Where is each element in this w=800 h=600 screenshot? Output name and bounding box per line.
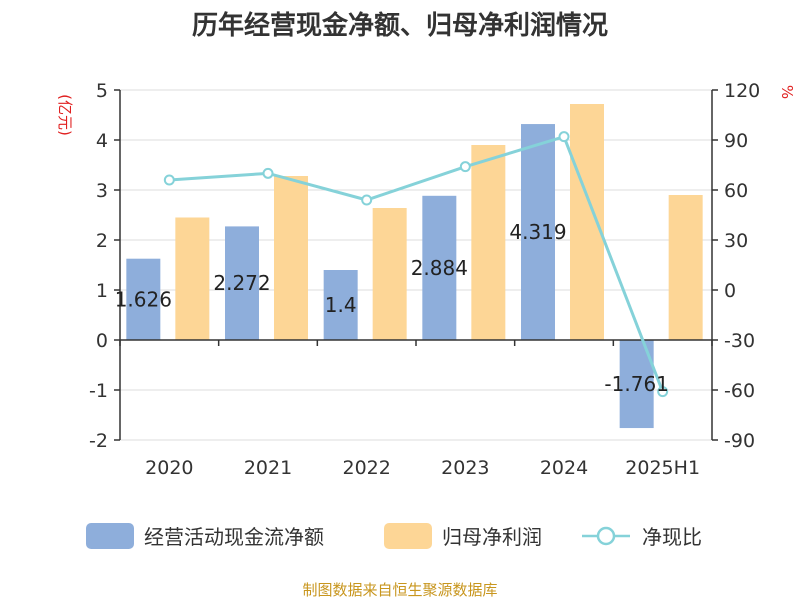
right-tick-label: 30 xyxy=(724,230,748,252)
right-tick-label: -30 xyxy=(724,330,755,352)
ratio-point xyxy=(459,161,471,173)
legend-label-profit: 归母净利润 xyxy=(442,525,542,549)
right-tick-label: 120 xyxy=(724,80,760,102)
legend: 经营活动现金流净额 归母净利润 净现比 xyxy=(86,523,702,549)
left-tick-label: 3 xyxy=(96,180,108,202)
left-axis-ticks: 5 4 3 2 1 0 -1 -2 xyxy=(89,80,120,452)
ratio-line-series xyxy=(163,131,669,398)
ratio-point xyxy=(163,174,175,186)
bar-profit xyxy=(372,208,407,340)
ratio-point xyxy=(657,386,669,398)
left-tick-label: 5 xyxy=(96,80,108,102)
x-tick-label: 2022 xyxy=(342,457,390,479)
bar-profit xyxy=(668,195,703,340)
bar-profit xyxy=(570,104,604,340)
bar-series xyxy=(126,104,703,429)
left-axis-unit: (亿元) xyxy=(56,94,74,136)
left-tick-label: 1 xyxy=(96,280,108,302)
left-tick-label: 0 xyxy=(96,330,108,352)
right-tick-label: -60 xyxy=(724,380,755,402)
data-label: 4.319 xyxy=(509,220,566,244)
bar-cashflow xyxy=(521,124,555,340)
bar-profit xyxy=(274,176,308,340)
left-tick-label: 4 xyxy=(96,130,108,152)
ratio-line xyxy=(169,134,665,393)
legend-label-cashflow: 经营活动现金流净额 xyxy=(144,525,324,549)
legend-swatch-cashflow xyxy=(86,523,134,549)
left-tick-label: -2 xyxy=(89,430,108,452)
right-tick-label: 90 xyxy=(724,130,748,152)
bar-cashflow xyxy=(225,226,259,340)
data-label: 1.626 xyxy=(115,287,172,311)
x-tick-label: 2020 xyxy=(145,457,193,479)
ratio-point xyxy=(361,194,373,206)
x-tick-label: 2025H1 xyxy=(625,457,700,479)
right-axis-ticks: 120 90 60 30 0 -30 -60 -90 xyxy=(712,80,760,452)
bar-cashflow xyxy=(422,195,457,340)
data-source-note: 制图数据来自恒生聚源数据库 xyxy=(302,581,497,599)
chart-title: 历年经营现金净额、归母净利润情况 xyxy=(192,10,608,41)
data-label: 2.272 xyxy=(213,271,270,295)
legend-swatch-profit xyxy=(384,523,432,549)
x-axis-ticks: 2020 2021 2022 2023 2024 2025H1 xyxy=(119,340,713,479)
ratio-point xyxy=(558,131,570,143)
bar-cashflow xyxy=(126,258,161,340)
x-tick-label: 2024 xyxy=(540,457,588,479)
data-labels: 1.626 2.272 1.4 2.884 4.319 -1.761 xyxy=(115,220,669,396)
data-label: -1.761 xyxy=(604,372,668,396)
right-axis-unit: % xyxy=(778,85,796,99)
bar-profit xyxy=(471,145,506,340)
right-tick-label: 60 xyxy=(724,180,748,202)
x-tick-label: 2021 xyxy=(244,457,292,479)
legend-marker-ratio xyxy=(596,526,616,546)
bar-cashflow xyxy=(323,270,358,340)
bar-profit xyxy=(175,217,210,340)
data-label: 1.4 xyxy=(325,293,357,317)
left-tick-label: -1 xyxy=(89,380,108,402)
legend-label-ratio: 净现比 xyxy=(642,525,702,549)
data-label: 2.884 xyxy=(411,256,468,280)
x-tick-label: 2023 xyxy=(441,457,489,479)
right-tick-label: 0 xyxy=(724,280,736,302)
left-tick-label: 2 xyxy=(96,230,108,252)
ratio-point xyxy=(262,167,274,179)
right-tick-label: -90 xyxy=(724,430,755,452)
